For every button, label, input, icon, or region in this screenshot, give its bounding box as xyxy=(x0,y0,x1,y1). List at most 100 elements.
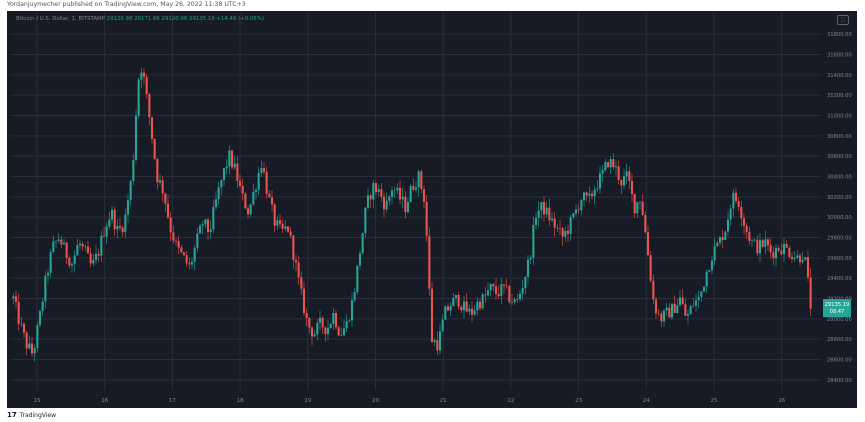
candle-body xyxy=(510,302,514,303)
candle-body xyxy=(97,253,100,256)
time-tick-label: 17 xyxy=(169,398,176,404)
candle-body xyxy=(777,248,780,251)
candle-body xyxy=(193,247,196,262)
candle-body xyxy=(729,208,732,220)
candle-body xyxy=(246,208,250,215)
price-tick-label: 30800.00 xyxy=(827,134,852,140)
candle-body xyxy=(289,231,292,236)
candle-body xyxy=(556,227,559,229)
candle-body xyxy=(476,301,479,311)
candle-body xyxy=(412,185,415,190)
candle-body xyxy=(505,285,508,287)
footer-brand: TradingView xyxy=(19,411,57,419)
candle-body xyxy=(206,219,210,232)
candle-body xyxy=(790,256,794,259)
candle-body xyxy=(580,200,583,211)
candle-body xyxy=(102,235,106,237)
candle-body xyxy=(244,193,247,209)
candle-body xyxy=(686,314,690,316)
candle-body xyxy=(612,159,615,168)
price-tick-label: 31600.00 xyxy=(827,53,852,59)
candle-body xyxy=(742,218,746,226)
time-tick-label: 15 xyxy=(34,398,41,404)
candle-body xyxy=(100,235,103,256)
candle-body xyxy=(569,217,572,234)
candle-body xyxy=(398,187,402,200)
candle-body xyxy=(385,200,388,210)
candle-body xyxy=(334,313,338,328)
candle-body xyxy=(545,207,548,215)
candle-body xyxy=(764,239,767,247)
candle-body xyxy=(614,166,618,168)
candle-body xyxy=(185,255,188,264)
candle-body xyxy=(732,192,735,209)
candle-body xyxy=(260,168,263,174)
candle-body xyxy=(204,219,207,225)
candle-body xyxy=(673,303,676,314)
last-price-value: 29135.19 xyxy=(825,302,850,308)
time-tick-label: 26 xyxy=(778,398,785,404)
candle-body xyxy=(660,313,663,322)
candle-body xyxy=(342,328,346,336)
candle-body xyxy=(324,327,327,334)
candle-body xyxy=(345,320,348,329)
candle-body xyxy=(54,241,58,242)
candle-body xyxy=(406,202,410,213)
candle-body xyxy=(377,189,380,193)
candle-body xyxy=(582,192,586,201)
candle-body xyxy=(326,327,330,334)
candle-body xyxy=(292,235,295,261)
candle-body xyxy=(164,193,167,204)
candle-body xyxy=(457,295,460,307)
candle-body xyxy=(105,226,108,237)
candle-body xyxy=(230,150,234,168)
candle-body xyxy=(41,301,44,312)
candle-body xyxy=(374,183,378,193)
legend-ohlc: 29120.98 29171.66 29120.98 29135.19 +14.… xyxy=(106,16,264,22)
candle-body xyxy=(422,189,426,202)
candle-body xyxy=(108,219,111,227)
candle-body xyxy=(806,257,810,278)
candle-body xyxy=(121,227,124,233)
candle-body xyxy=(137,79,140,116)
candle-body xyxy=(478,301,482,309)
candle-body xyxy=(577,209,580,211)
candle-body xyxy=(798,255,802,263)
candle-body xyxy=(286,226,290,232)
candle-body xyxy=(468,308,471,312)
price-axis[interactable]: 31800.00 31600.00 31400.00 31200.00 31000.00… xyxy=(827,32,852,384)
candle-body xyxy=(534,217,538,225)
time-axis[interactable]: 15 16 17 18 19 20 21 22 23 24 25 26 xyxy=(34,398,786,404)
candle-body xyxy=(262,168,266,172)
candle-body xyxy=(516,299,519,300)
candle-body xyxy=(49,251,52,273)
candle-body xyxy=(134,115,138,160)
candle-body xyxy=(172,232,175,241)
candle-body xyxy=(12,296,15,299)
candle-body xyxy=(526,259,530,278)
candle-body xyxy=(257,173,260,190)
candle-body xyxy=(585,192,588,196)
candle-body xyxy=(278,220,282,224)
tradingview-chart-button[interactable]: ⬚ xyxy=(837,15,849,25)
candle-body xyxy=(449,306,452,311)
candle-body xyxy=(180,247,183,253)
candle-body xyxy=(745,225,748,233)
candle-body xyxy=(734,192,738,202)
legend-symbol: Bitcoin / U.S. Dollar, 1, BITSTAMP xyxy=(16,16,105,22)
candle-body xyxy=(721,237,724,240)
candle-body xyxy=(702,286,706,292)
candle-body xyxy=(273,204,276,226)
candle-body xyxy=(78,243,82,246)
candle-body xyxy=(553,218,556,228)
candle-body xyxy=(358,253,362,266)
candle-body xyxy=(489,284,492,291)
candle-body xyxy=(420,171,423,190)
candle-body xyxy=(284,226,287,229)
candle-body xyxy=(190,261,194,265)
candle-body xyxy=(518,293,522,300)
candle-body xyxy=(649,255,652,281)
candle-body xyxy=(681,297,684,305)
candle-body xyxy=(46,272,50,276)
